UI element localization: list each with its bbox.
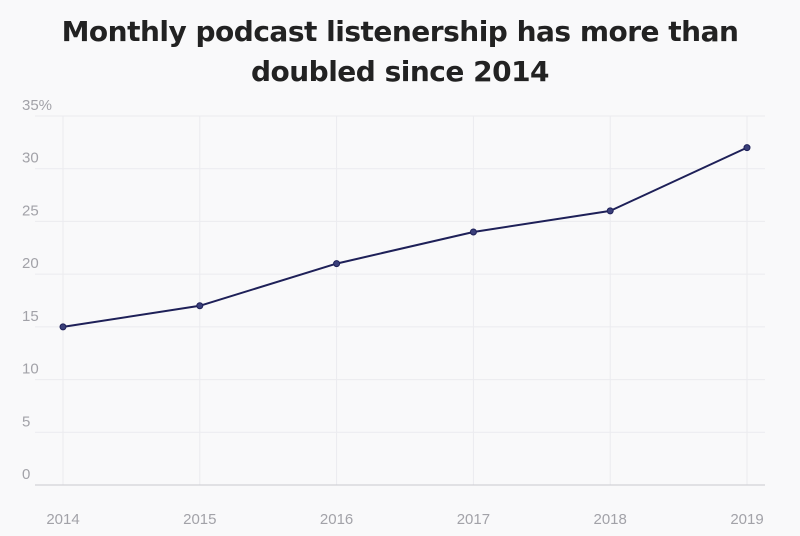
y-tick-label: 25 bbox=[22, 202, 39, 219]
y-tick-label: 0 bbox=[22, 466, 30, 483]
y-tick-label: 5 bbox=[22, 413, 30, 430]
data-point bbox=[59, 323, 67, 331]
data-series bbox=[59, 144, 751, 331]
x-tick-label: 2017 bbox=[457, 511, 490, 528]
x-axis-ticks: 2014 2015 2016 2017 2018 2019 bbox=[46, 511, 763, 528]
x-tick-label: 2019 bbox=[730, 511, 763, 528]
data-point bbox=[743, 144, 751, 152]
x-tick-label: 2016 bbox=[320, 511, 353, 528]
y-tick-label: 35% bbox=[22, 97, 52, 114]
x-tick-label: 2014 bbox=[46, 511, 79, 528]
series-line bbox=[62, 146, 748, 328]
y-tick-label: 30 bbox=[22, 150, 39, 167]
y-tick-label: 20 bbox=[22, 255, 39, 272]
x-tick-label: 2018 bbox=[594, 511, 627, 528]
y-tick-label: 15 bbox=[22, 308, 39, 325]
y-tick-label: 10 bbox=[22, 361, 39, 378]
gridlines bbox=[35, 115, 765, 486]
data-point bbox=[469, 228, 477, 236]
x-tick-label: 2015 bbox=[183, 511, 216, 528]
data-point bbox=[196, 302, 204, 310]
data-point bbox=[333, 260, 341, 268]
data-point bbox=[606, 207, 614, 215]
y-axis-ticks: 0 5 10 15 20 25 30 35% bbox=[22, 97, 52, 483]
chart-title: Monthly podcast listenership has more th… bbox=[61, 15, 739, 88]
